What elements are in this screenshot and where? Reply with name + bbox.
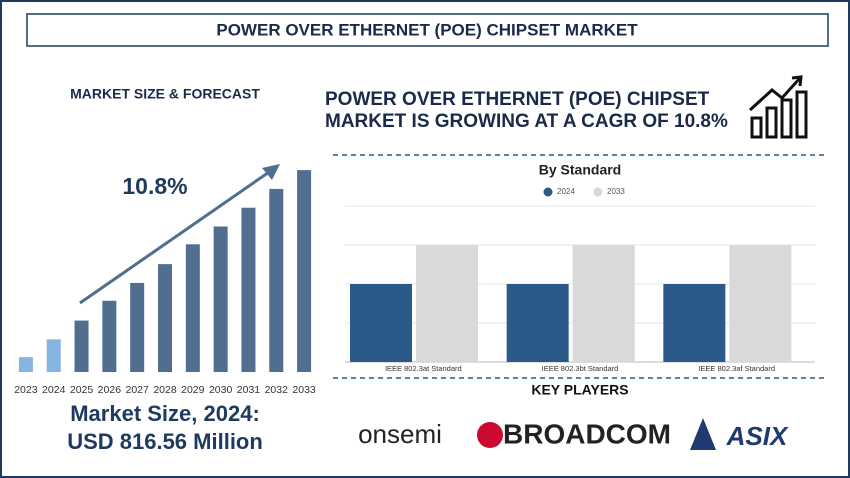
company-name: BROADCOM xyxy=(503,418,671,449)
headline-line: MARKET IS GROWING AT A CAGR OF 10.8% xyxy=(325,111,728,132)
company-name: onsemi xyxy=(358,419,442,449)
bar xyxy=(572,245,635,362)
headline-line: POWER OVER ETHERNET (POE) CHIPSET xyxy=(325,89,710,110)
bar xyxy=(269,188,284,372)
market-size-value: USD 816.56 Million xyxy=(67,429,263,454)
growth-icon xyxy=(748,75,808,139)
legend-swatch xyxy=(543,187,553,197)
bar xyxy=(74,320,89,372)
bar xyxy=(102,300,117,372)
cagr-annotation: 10.8% xyxy=(122,173,187,199)
broadcom-icon xyxy=(477,422,503,448)
bar xyxy=(506,284,569,362)
legend-label: 2033 xyxy=(607,187,625,196)
bar xyxy=(241,207,256,372)
x-tick-label: 2026 xyxy=(98,384,122,396)
x-tick-label: 2025 xyxy=(70,384,94,396)
left-title: MARKET SIZE & FORECAST xyxy=(70,86,260,102)
bar xyxy=(18,357,33,372)
bar xyxy=(663,284,726,362)
bar xyxy=(297,170,312,372)
x-tick-label: 2029 xyxy=(181,384,205,396)
x-tick-label: 2028 xyxy=(153,384,177,396)
market-size-label: Market Size, 2024: xyxy=(70,401,260,426)
bar xyxy=(729,245,792,362)
x-tick-label: IEEE 802.3bt Standard xyxy=(542,364,619,373)
legend-label: 2024 xyxy=(557,187,575,196)
arrow-head xyxy=(262,164,280,180)
x-tick-label: 2024 xyxy=(42,384,66,396)
x-tick-label: 2030 xyxy=(209,384,233,396)
x-tick-label: IEEE 802.3af Standard xyxy=(698,364,775,373)
bar xyxy=(46,339,61,372)
legend-swatch xyxy=(593,187,603,197)
bar xyxy=(158,264,172,372)
company-name: ASIX xyxy=(726,421,789,451)
x-tick-label: 2032 xyxy=(265,384,289,396)
trend-arrow xyxy=(79,168,273,305)
key-players-title: KEY PLAYERS xyxy=(531,382,628,398)
x-tick-label: 2031 xyxy=(237,384,261,396)
bar xyxy=(130,282,145,372)
page-title: POWER OVER ETHERNET (POE) CHIPSET MARKET xyxy=(216,20,638,39)
asix-icon xyxy=(690,418,716,450)
x-tick-label: 2033 xyxy=(292,384,316,396)
x-tick-label: 2027 xyxy=(126,384,150,396)
title-box xyxy=(26,13,829,47)
bar xyxy=(185,244,200,372)
x-tick-label: IEEE 802.3at Standard xyxy=(385,364,462,373)
x-tick-label: 2023 xyxy=(14,384,38,396)
right-title: By Standard xyxy=(539,162,621,178)
bar xyxy=(416,245,478,362)
bar xyxy=(350,284,412,362)
bar xyxy=(213,226,228,372)
